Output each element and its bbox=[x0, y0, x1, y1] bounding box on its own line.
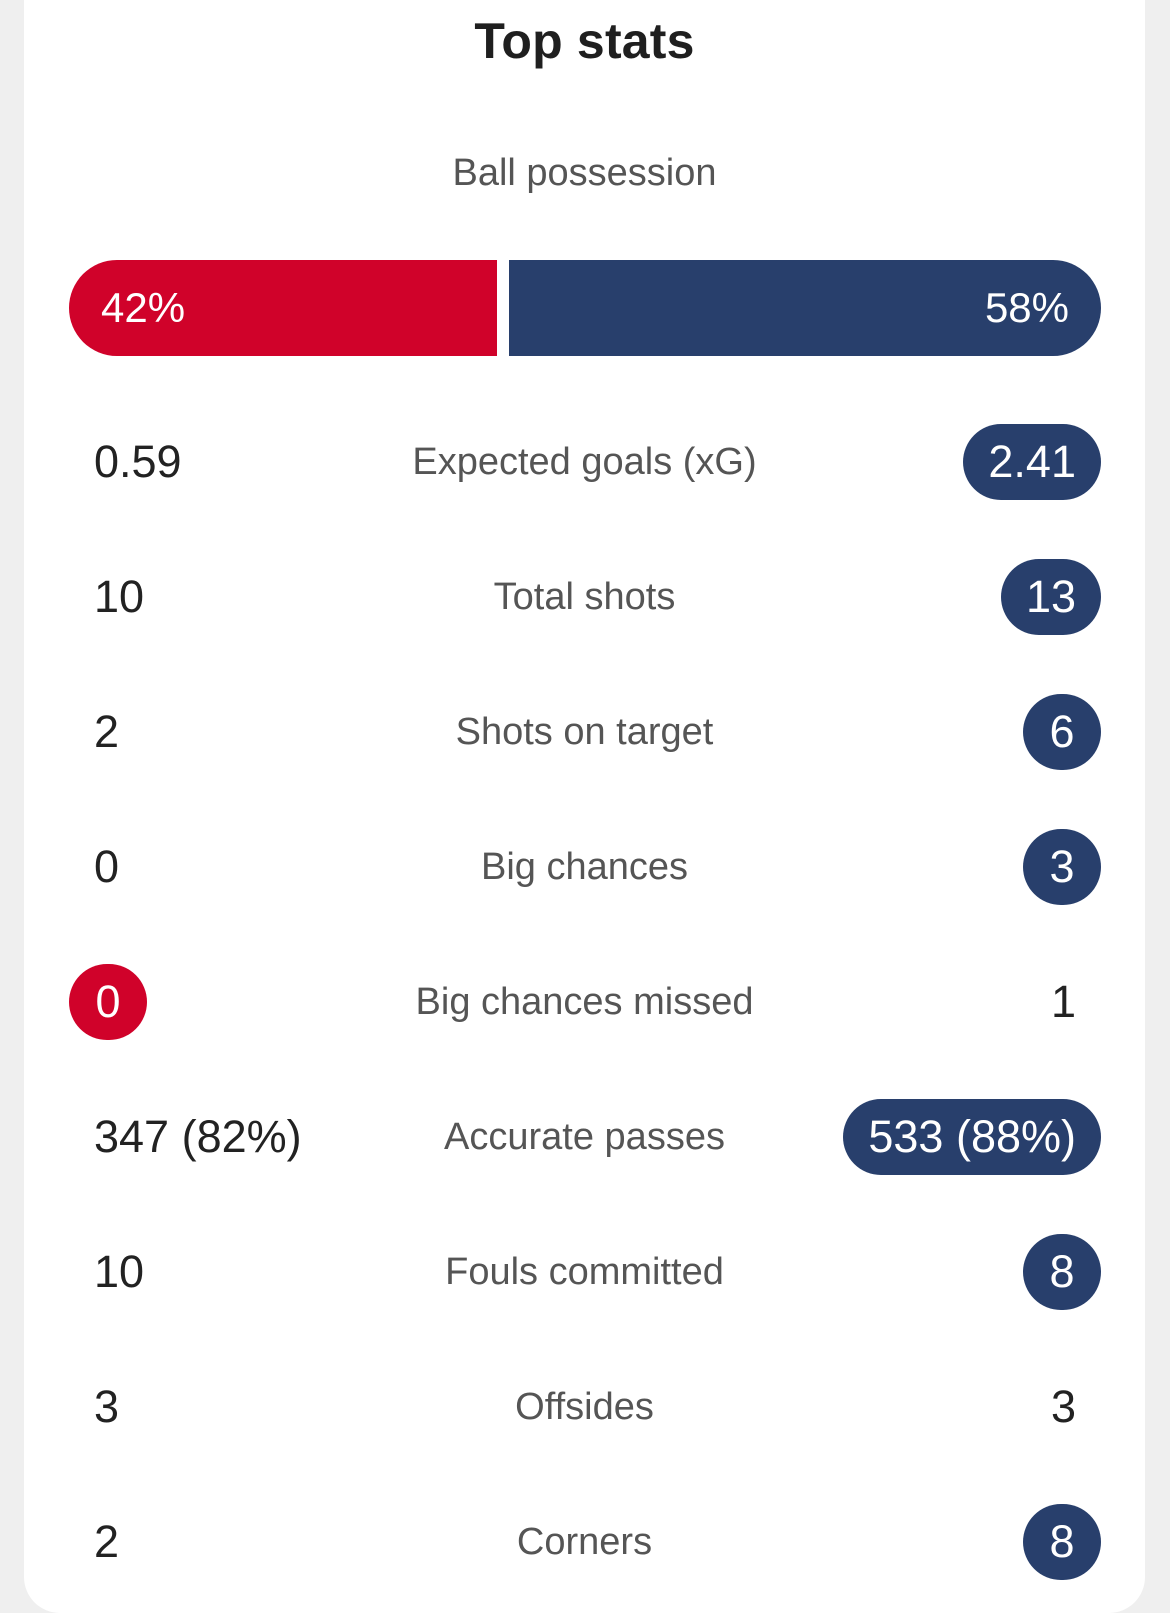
stat-row-big-chances: 0 Big chances 3 bbox=[24, 829, 1145, 905]
possession-away: 58% bbox=[509, 260, 1101, 356]
stat-label: Expected goals (xG) bbox=[412, 440, 757, 483]
stat-home-value: 3 bbox=[94, 1381, 120, 1432]
stat-home-value: 2 bbox=[94, 706, 120, 757]
section-title: Top stats bbox=[474, 13, 695, 69]
stat-row-accurate-passes: 347 (82%) Accurate passes 533 (88%) bbox=[24, 1099, 1145, 1175]
stat-label: Offsides bbox=[515, 1385, 654, 1428]
stat-home-value: 347 (82%) bbox=[94, 1111, 302, 1162]
possession-home-value: 42% bbox=[101, 284, 186, 331]
stat-away-value: 13 bbox=[1000, 559, 1101, 635]
stat-away-value: 3 bbox=[1023, 829, 1101, 905]
top-stats-card: Top stats Ball possession 42% 58% 0.59 E… bbox=[24, 0, 1145, 1613]
stat-away-value: 6 bbox=[1023, 694, 1101, 770]
stat-row-total-shots: 10 Total shots 13 bbox=[24, 559, 1145, 635]
stat-row-shots-on-target: 2 Shots on target 6 bbox=[24, 694, 1145, 770]
stat-home-value: 0 bbox=[94, 841, 120, 892]
possession-home: 42% bbox=[69, 260, 497, 356]
stat-home-value: 0.59 bbox=[94, 436, 182, 487]
stat-label: Corners bbox=[516, 1520, 653, 1563]
stat-away-value: 2.41 bbox=[963, 424, 1101, 500]
stat-label: Total shots bbox=[493, 575, 676, 618]
stat-away-value: 3 bbox=[1050, 1381, 1076, 1432]
stat-away-value: 8 bbox=[1023, 1504, 1101, 1580]
stat-label: Shots on target bbox=[455, 710, 714, 753]
stat-row-corners: 2 Corners 8 bbox=[24, 1504, 1145, 1580]
possession-away-value: 58% bbox=[984, 284, 1069, 331]
stat-row-expected-goals: 0.59 Expected goals (xG) 2.41 bbox=[24, 424, 1145, 500]
stat-label: Fouls committed bbox=[445, 1250, 724, 1293]
stat-home-value: 10 bbox=[94, 571, 145, 622]
stat-away-value: 8 bbox=[1023, 1234, 1101, 1310]
stat-home-value: 0 bbox=[69, 964, 147, 1040]
stat-row-fouls-committed: 10 Fouls committed 8 bbox=[24, 1234, 1145, 1310]
possession-bar: 42% 58% bbox=[69, 260, 1101, 356]
stat-home-value: 10 bbox=[94, 1246, 145, 1297]
stat-row-big-chances-missed: 0 Big chances missed 1 bbox=[24, 964, 1145, 1040]
stat-label: Big chances missed bbox=[415, 980, 754, 1023]
stat-label: Big chances bbox=[480, 845, 688, 888]
stat-home-value: 2 bbox=[94, 1516, 120, 1567]
stat-label: Accurate passes bbox=[444, 1115, 725, 1158]
stat-away-value: 533 (88%) bbox=[843, 1099, 1101, 1175]
stat-away-value: 1 bbox=[1050, 976, 1076, 1027]
possession-label: Ball possession bbox=[452, 152, 717, 194]
stat-row-offsides: 3 Offsides 3 bbox=[24, 1369, 1145, 1445]
